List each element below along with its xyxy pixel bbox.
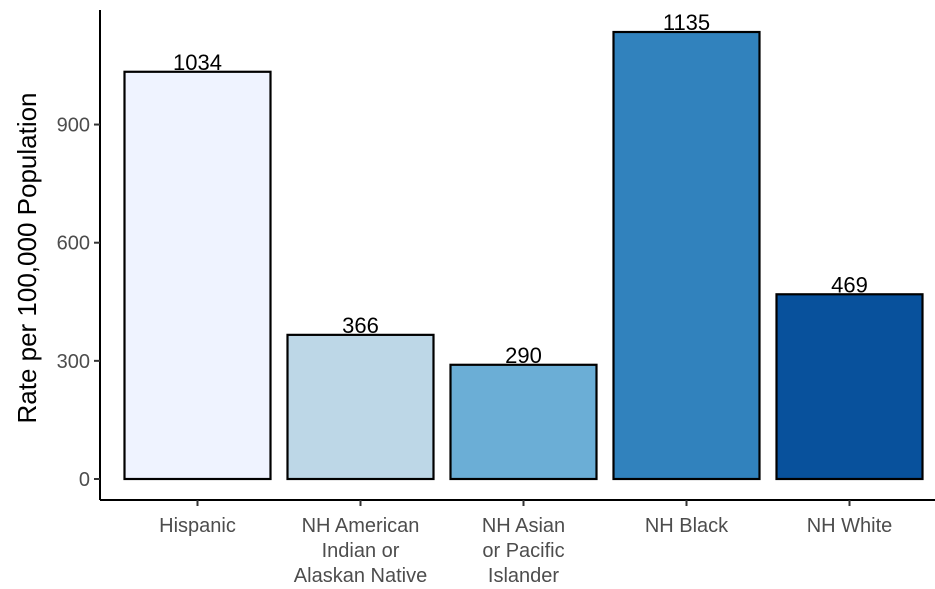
x-tick-label: NH White xyxy=(807,515,893,537)
data-label: 1135 xyxy=(663,10,710,35)
y-tick-label: 0 xyxy=(79,469,90,491)
bar xyxy=(612,30,761,481)
bar xyxy=(123,70,272,481)
bars xyxy=(123,30,924,481)
y-tick-label: 300 xyxy=(57,351,90,373)
data-label: 469 xyxy=(831,272,868,297)
x-tick-label: NH Asian or Pacific Islander xyxy=(482,515,565,587)
y-tick-label: 900 xyxy=(57,115,90,137)
x-tick-label: Hispanic xyxy=(159,515,236,537)
data-label: 366 xyxy=(342,313,379,338)
x-tick-label: NH American Indian or Alaskan Native xyxy=(294,515,427,587)
data-label: 1034 xyxy=(173,50,222,75)
x-axis: Hispanic NH American Indian or Alaskan Nati… xyxy=(100,499,935,587)
data-label: 290 xyxy=(505,343,542,368)
bar xyxy=(775,293,924,481)
y-axis-title: Rate per 100,000 Population xyxy=(12,92,42,423)
data-labels: 1034 366 290 1135 469 xyxy=(173,10,868,368)
x-tick-label: NH Black xyxy=(645,515,729,537)
y-axis: 0 300 600 900 xyxy=(57,10,101,500)
bar xyxy=(286,333,435,481)
bar xyxy=(449,363,598,481)
y-tick-label: 600 xyxy=(57,233,90,255)
